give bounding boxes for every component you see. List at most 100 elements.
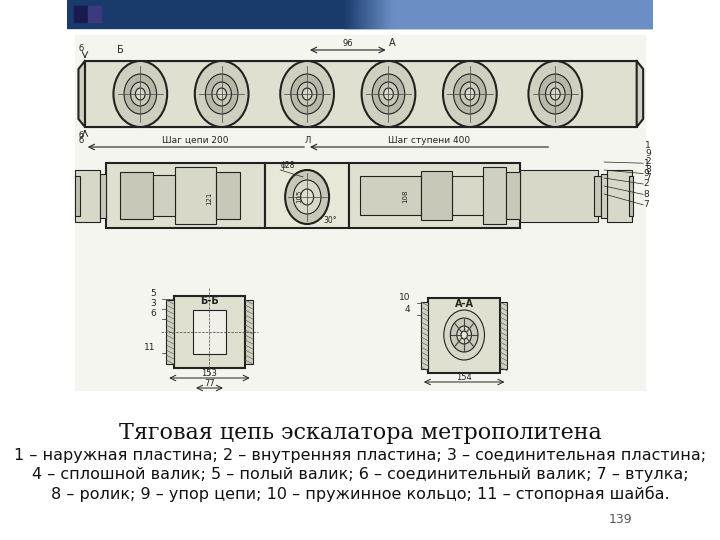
Text: 9: 9 bbox=[644, 169, 649, 178]
Bar bbox=[175, 167, 216, 224]
Bar bbox=[421, 302, 428, 369]
Bar bbox=[428, 298, 500, 373]
Circle shape bbox=[212, 82, 231, 106]
Bar bbox=[360, 176, 421, 215]
Bar bbox=[75, 35, 645, 390]
Circle shape bbox=[372, 74, 405, 114]
Circle shape bbox=[460, 82, 480, 106]
Text: ϕ28: ϕ28 bbox=[280, 161, 294, 170]
Text: 154: 154 bbox=[456, 373, 472, 382]
Circle shape bbox=[297, 82, 317, 106]
Bar bbox=[601, 174, 608, 218]
Circle shape bbox=[217, 88, 227, 100]
Circle shape bbox=[384, 88, 393, 100]
Text: 8 – ролик; 9 – упор цепи; 10 – пружинное кольцо; 11 – стопорная шайба.: 8 – ролик; 9 – упор цепи; 10 – пружинное… bbox=[50, 486, 670, 502]
Text: 108: 108 bbox=[402, 189, 408, 202]
Circle shape bbox=[130, 82, 150, 106]
Text: 121: 121 bbox=[207, 191, 212, 205]
Bar bbox=[216, 172, 240, 219]
Circle shape bbox=[454, 74, 486, 114]
Bar bbox=[608, 170, 631, 222]
Text: Тяговая цепь эскалатора метрополитена: Тяговая цепь эскалатора метрополитена bbox=[119, 422, 601, 444]
Circle shape bbox=[443, 61, 497, 127]
Bar bbox=[75, 176, 80, 216]
Text: 8: 8 bbox=[644, 190, 649, 199]
Bar bbox=[99, 174, 106, 218]
Circle shape bbox=[124, 74, 156, 114]
Circle shape bbox=[195, 61, 248, 127]
Text: б: б bbox=[78, 136, 84, 145]
Text: 2: 2 bbox=[645, 157, 651, 166]
Text: 139: 139 bbox=[609, 513, 633, 526]
Circle shape bbox=[300, 189, 314, 205]
Bar bbox=[500, 302, 508, 369]
Polygon shape bbox=[636, 61, 643, 127]
Circle shape bbox=[550, 88, 560, 100]
Bar bbox=[246, 300, 253, 364]
Text: 105: 105 bbox=[296, 190, 302, 202]
Text: 10: 10 bbox=[399, 293, 410, 302]
Bar bbox=[166, 300, 174, 364]
Bar bbox=[89, 6, 102, 22]
Text: 5: 5 bbox=[150, 289, 156, 298]
Bar bbox=[85, 61, 636, 127]
Bar bbox=[73, 6, 86, 22]
Bar bbox=[265, 163, 349, 228]
Text: 77: 77 bbox=[204, 379, 215, 388]
Bar bbox=[629, 176, 634, 216]
Circle shape bbox=[456, 326, 472, 344]
Circle shape bbox=[465, 88, 474, 100]
Circle shape bbox=[302, 88, 312, 100]
Text: 4: 4 bbox=[405, 305, 410, 314]
Circle shape bbox=[285, 170, 329, 224]
Text: 1 – наружная пластина; 2 – внутренняя пластина; 3 – соединительная пластина;: 1 – наружная пластина; 2 – внутренняя пл… bbox=[14, 448, 706, 463]
Text: б: б bbox=[78, 44, 84, 53]
Text: 1: 1 bbox=[645, 141, 651, 150]
Bar bbox=[193, 310, 226, 354]
Text: 4 – сплошной валик; 5 – полый валик; 6 – соединительный валик; 7 – втулка;: 4 – сплошной валик; 5 – полый валик; 6 –… bbox=[32, 467, 688, 482]
Circle shape bbox=[450, 318, 478, 352]
Text: 1: 1 bbox=[644, 159, 649, 168]
Bar bbox=[594, 176, 601, 216]
Text: 153: 153 bbox=[202, 369, 217, 378]
Text: Шаг ступени 400: Шаг ступени 400 bbox=[388, 136, 470, 145]
Circle shape bbox=[114, 61, 167, 127]
Polygon shape bbox=[78, 61, 85, 127]
Circle shape bbox=[280, 61, 334, 127]
Bar bbox=[392, 0, 653, 28]
Bar bbox=[483, 167, 505, 224]
Text: Б-Б: Б-Б bbox=[200, 296, 219, 306]
Circle shape bbox=[379, 82, 398, 106]
Text: б: б bbox=[78, 131, 84, 140]
Circle shape bbox=[461, 331, 467, 339]
Bar bbox=[349, 163, 521, 228]
Text: 2: 2 bbox=[644, 179, 649, 188]
Bar bbox=[120, 172, 153, 219]
Text: 11: 11 bbox=[144, 343, 156, 352]
Circle shape bbox=[205, 74, 238, 114]
Text: Шаг цепи 200: Шаг цепи 200 bbox=[163, 136, 229, 145]
Text: 9: 9 bbox=[645, 149, 651, 158]
Circle shape bbox=[293, 180, 321, 214]
Text: 7: 7 bbox=[644, 200, 649, 210]
Text: Б: Б bbox=[117, 45, 123, 55]
Bar bbox=[153, 175, 175, 216]
Circle shape bbox=[539, 74, 572, 114]
Circle shape bbox=[135, 88, 145, 100]
Text: Л: Л bbox=[305, 136, 311, 145]
Bar bbox=[452, 176, 483, 215]
Bar bbox=[521, 170, 598, 222]
Text: 30°: 30° bbox=[323, 216, 337, 225]
Text: А-А: А-А bbox=[454, 299, 474, 309]
Circle shape bbox=[291, 74, 323, 114]
Bar bbox=[75, 170, 99, 222]
Text: 8: 8 bbox=[645, 165, 651, 174]
Text: 6: 6 bbox=[150, 309, 156, 318]
Circle shape bbox=[444, 310, 485, 360]
Bar bbox=[421, 171, 452, 220]
Circle shape bbox=[546, 82, 565, 106]
Circle shape bbox=[528, 61, 582, 127]
Bar bbox=[106, 163, 265, 228]
Text: 96: 96 bbox=[343, 39, 353, 48]
Bar bbox=[67, 0, 653, 28]
